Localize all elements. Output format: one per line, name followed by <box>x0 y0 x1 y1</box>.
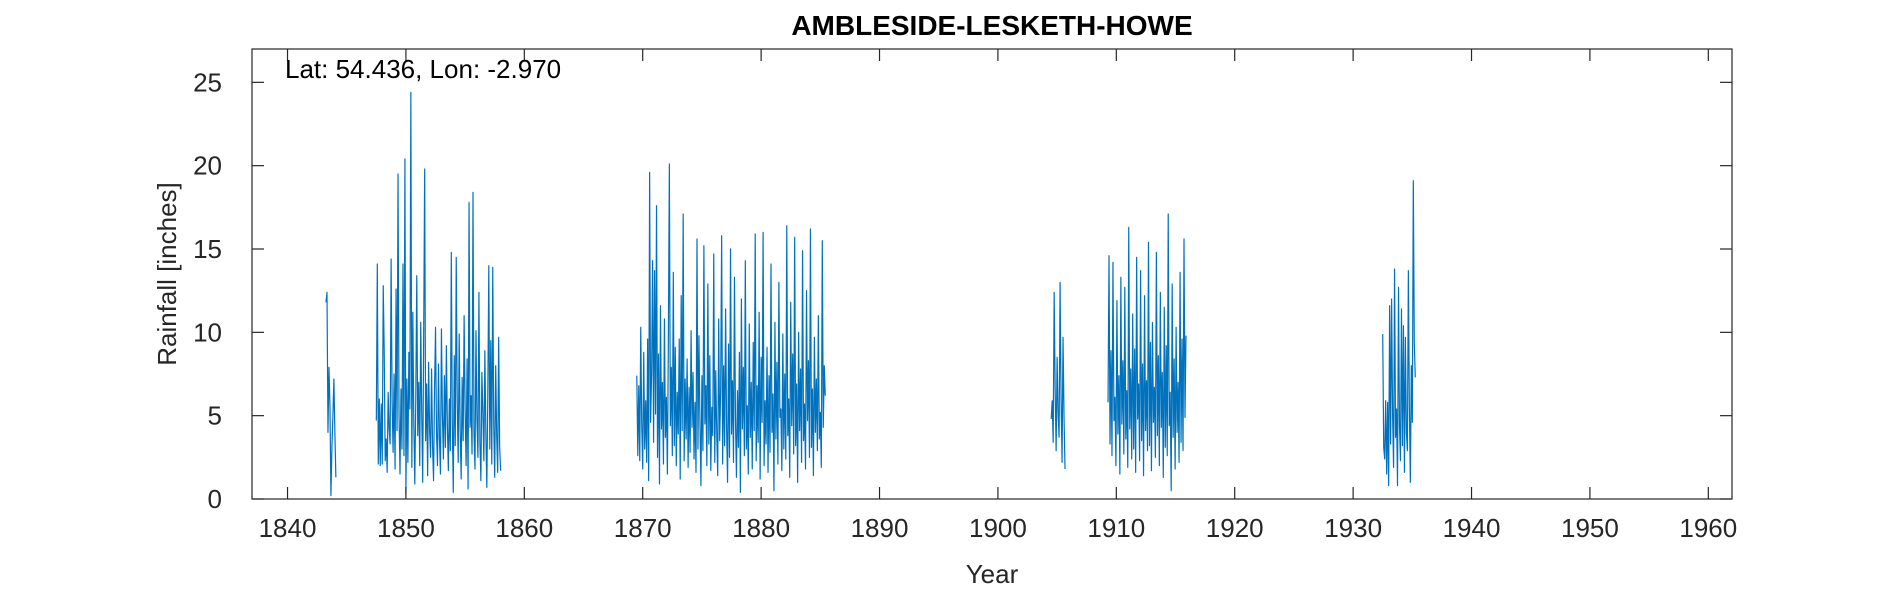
location-annotation: Lat: 54.436, Lon: -2.970 <box>285 54 561 84</box>
x-tick-label: 1960 <box>1679 513 1737 543</box>
x-tick-label: 1850 <box>377 513 435 543</box>
ticks-layer: 1840 1850 1860 1870 1880 1890 1900 1910 1920 1930… <box>193 49 1737 543</box>
rainfall-series-line <box>1382 180 1416 487</box>
y-tick-label: 20 <box>193 151 222 181</box>
y-tick-label: 10 <box>193 317 222 347</box>
y-tick-label: 5 <box>208 401 222 431</box>
rainfall-series-line <box>375 91 502 495</box>
x-tick-label: 1950 <box>1561 513 1619 543</box>
rainfall-series-line <box>636 163 826 493</box>
y-tick-label: 0 <box>208 484 222 514</box>
x-tick-label: 1840 <box>259 513 317 543</box>
plot-area <box>252 49 1732 499</box>
x-tick-label: 1870 <box>614 513 672 543</box>
x-tick-label: 1880 <box>732 513 790 543</box>
x-tick-label: 1910 <box>1087 513 1145 543</box>
chart-title: AMBLESIDE-LESKETH-HOWE <box>791 10 1192 41</box>
y-axis-label: Rainfall [inches] <box>152 182 182 366</box>
x-tick-label: 1920 <box>1206 513 1264 543</box>
x-tick-label: 1860 <box>495 513 553 543</box>
x-tick-label: 1890 <box>851 513 909 543</box>
rainfall-series-line <box>1107 213 1187 492</box>
plot-frame <box>251 48 1733 500</box>
series-layer <box>325 91 1416 497</box>
rainfall-series-line <box>325 291 337 497</box>
x-tick-label: 1940 <box>1443 513 1501 543</box>
x-tick-label: 1930 <box>1324 513 1382 543</box>
x-tick-label: 1900 <box>969 513 1027 543</box>
x-axis-label: Year <box>966 559 1019 589</box>
y-tick-label: 25 <box>193 67 222 97</box>
rainfall-series-line <box>1050 281 1066 470</box>
y-tick-label: 15 <box>193 234 222 264</box>
